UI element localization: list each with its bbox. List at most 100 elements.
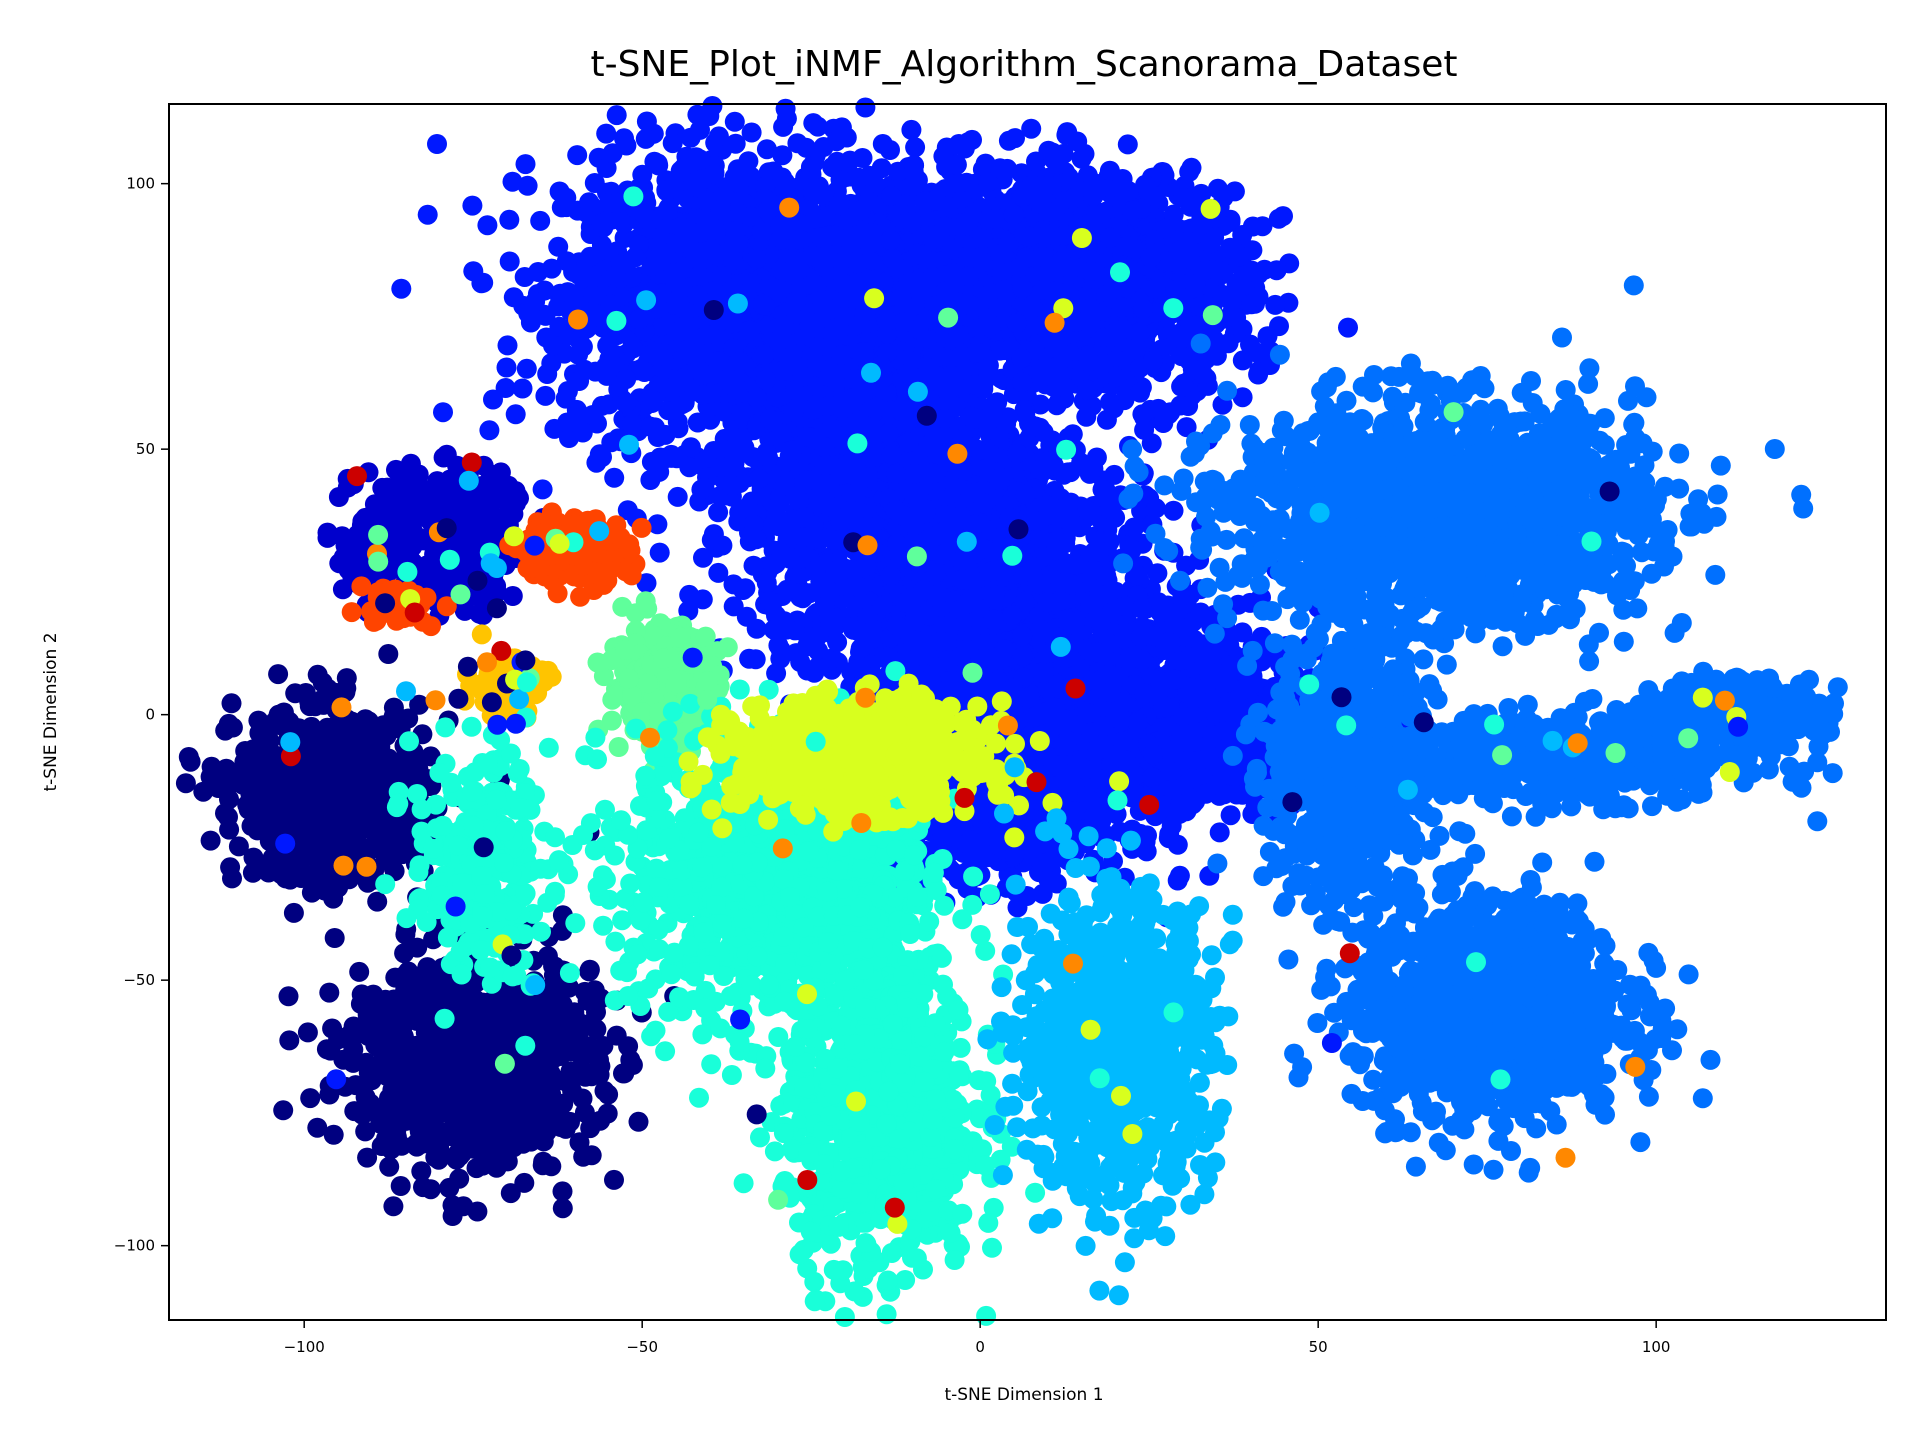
scatter-point (518, 303, 539, 324)
scatter-point (1078, 351, 1099, 372)
scatter-point (825, 225, 845, 246)
scatter-point (1173, 187, 1194, 208)
scatter-point (579, 192, 600, 213)
scatter-point (1229, 246, 1250, 267)
scatter-point (746, 248, 767, 269)
scatter-point (646, 249, 667, 270)
scatter-point (477, 215, 498, 236)
scatter-point (1064, 188, 1085, 208)
scatter-point (647, 346, 668, 367)
scatter-point (752, 294, 773, 315)
scatter-point (660, 179, 681, 200)
scatter-point (773, 170, 793, 191)
scatter-point (1038, 140, 1059, 161)
scatter-point (1180, 243, 1201, 264)
scatter-point (847, 253, 868, 274)
scatter-point (517, 175, 538, 196)
scatter-point (1143, 185, 1164, 206)
scatter-point (757, 200, 778, 221)
scatter-point (990, 244, 1011, 265)
scatter-point (1080, 261, 1101, 282)
scatter-point (548, 236, 569, 257)
scatter-point (785, 251, 806, 272)
scatter-point (580, 246, 601, 267)
scatter-point (724, 111, 745, 132)
scatter-point (622, 413, 643, 434)
scatter-point (606, 105, 627, 126)
scatter-point (596, 123, 617, 144)
scatter-point (708, 502, 729, 523)
scatter-point (1038, 201, 1059, 222)
scatter-point (537, 364, 558, 384)
scatter-point (391, 278, 412, 299)
scatter-point (862, 223, 883, 244)
scatter-point (1156, 218, 1176, 239)
scatter-point (949, 173, 969, 194)
scatter-point (911, 245, 932, 266)
scatter-point (725, 133, 746, 154)
scatter-point (763, 278, 784, 299)
scatter-point (708, 126, 729, 147)
scatter-point (596, 365, 617, 386)
scatter-point (1242, 216, 1263, 237)
scatter-point (505, 404, 526, 425)
scatter-point (1005, 128, 1025, 149)
scatter-point (1100, 227, 1121, 248)
scatter-point (687, 285, 708, 306)
scatter-point (629, 309, 649, 330)
scatter-point (496, 357, 517, 378)
scatter-point (433, 402, 453, 423)
scatter-point (1248, 264, 1269, 285)
scatter-point (648, 155, 669, 176)
scatter-point (1071, 148, 1092, 169)
scatter-point (902, 211, 922, 232)
scatter-point (1338, 317, 1358, 338)
scatter-point (905, 137, 926, 158)
scatter-point (933, 146, 954, 167)
scatter-point (942, 239, 963, 260)
scatter-point (1012, 278, 1033, 299)
scatter-point (807, 116, 828, 137)
scatter-point (725, 220, 746, 241)
scatter-point (1117, 134, 1138, 155)
scatter-point (1212, 284, 1233, 305)
scatter-point (1268, 208, 1289, 229)
scatter-point (591, 213, 612, 234)
scatter-point (605, 265, 626, 286)
scatter-point (1012, 372, 1033, 393)
scatter-point (934, 216, 955, 237)
scatter-point (914, 191, 935, 212)
scatter-point (903, 161, 924, 182)
scatter-point (948, 324, 969, 345)
scatter-point (1063, 257, 1084, 278)
scatter-point (880, 230, 901, 250)
scatter-point (516, 358, 537, 379)
scatter-point (671, 217, 691, 238)
scatter-point (417, 204, 438, 225)
scatter-point (733, 161, 754, 182)
scatter-point (1003, 204, 1024, 225)
scatter-point (741, 122, 762, 143)
scatter-point (948, 134, 969, 154)
scatter-point (1142, 350, 1163, 371)
scatter-point (1055, 377, 1076, 398)
scatter-point (901, 119, 922, 140)
scatter-point (574, 359, 595, 380)
scatter-point (1123, 238, 1144, 259)
scatter-point (427, 134, 447, 154)
scatter-point (767, 387, 788, 408)
scatter-point (649, 542, 670, 563)
scatter-point (1248, 364, 1269, 385)
scatter-point (1140, 247, 1161, 268)
scatter-point (690, 119, 710, 140)
scatter-points (175, 96, 1848, 1327)
scatter-point (807, 184, 828, 205)
chart-title: t-SNE_Plot_iNMF_Algorithm_Scanorama_Data… (590, 44, 1457, 85)
scatter-point (1019, 226, 1040, 247)
scatter-point (718, 241, 739, 262)
scatter-point (1200, 233, 1221, 254)
scatter-point (567, 145, 588, 166)
scatter-point (462, 195, 483, 216)
scatter-point (756, 139, 777, 160)
